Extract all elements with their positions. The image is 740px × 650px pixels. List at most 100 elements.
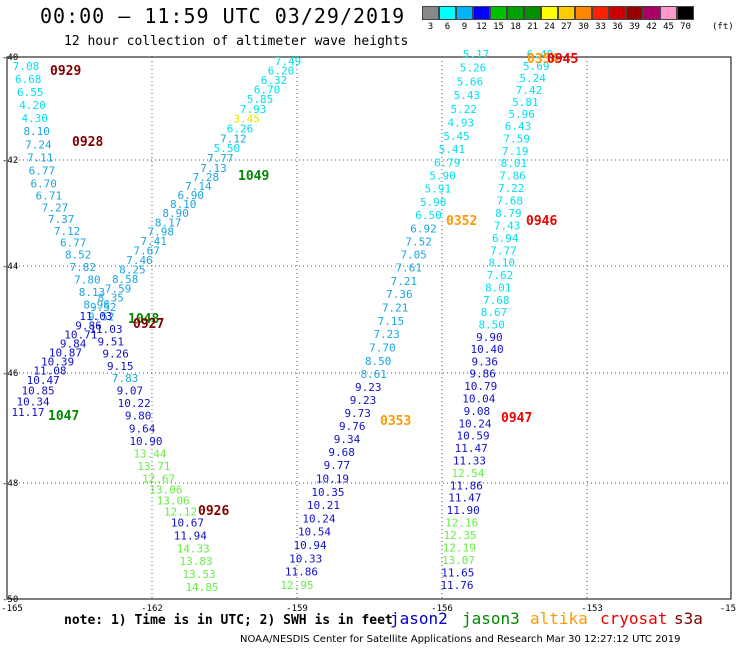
credit-line: NOAA/NESDIS Center for Satellite Applica… [240,634,681,645]
wave-height-value: 7.52 [405,235,432,248]
legend-label: 15 [493,22,504,32]
wave-height-value: 6.32 [261,74,288,87]
satellite-cryosat: cryosat [600,609,668,628]
wave-height-value: 7.14 [185,180,212,193]
wave-height-value: 8.35 [97,292,124,305]
wave-height-value: 7.68 [483,294,510,307]
lon-tick-label: -15 [720,604,736,614]
wave-height-value: 7.36 [386,288,413,301]
wave-height-value: 6.90 [178,189,205,202]
wave-height-value: 7.59 [105,282,132,295]
wave-height-value: 4.20 [19,99,46,112]
wave-height-value: 6.70 [30,178,57,191]
wave-height-value: 7.41 [140,235,167,248]
wave-height-value: 7.19 [502,145,529,158]
legend-label: 9 [461,22,468,32]
wave-height-value: 7.67 [133,245,160,258]
wave-height-value: 11.08 [33,364,66,377]
wave-height-value: 7.43 [494,220,521,233]
wave-height-value: 8.01 [501,157,528,170]
legend-label: 30 [578,22,589,32]
wave-height-value: 11.86 [450,479,483,492]
wave-height-value: 6.94 [492,232,519,245]
wave-height-value: 9.64 [129,422,156,435]
legend-swatch [626,6,643,20]
wave-height-value: 8.10 [489,257,516,270]
wave-height-value: 9.23 [350,394,377,407]
wave-height-value: 12.16 [445,517,478,530]
wave-height-value: 11.94 [174,530,207,543]
legend-swatch [422,6,439,20]
wave-height-value: 13.71 [137,460,170,473]
wave-height-value: 12.12 [164,505,197,518]
wave-height-value: 8.10 [170,198,197,211]
wave-height-value: 10.34 [17,395,50,408]
wave-height-value: 9.52 [90,301,117,314]
legend-swatch [524,6,541,20]
legend-swatch [541,6,558,20]
wave-height-value: 5.17 [463,48,490,61]
wave-height-value: 8.98 [83,298,110,311]
wave-height-value: 10.33 [289,552,322,565]
wave-height-value: 6.20 [268,65,295,78]
wave-height-value: 10.39 [41,355,74,368]
wave-height-value: 6.55 [17,86,44,99]
wave-height-value: 13.83 [180,555,213,568]
wave-height-value: 11.03 [79,310,112,323]
wave-height-value: 10.79 [464,380,497,393]
wave-height-value: 7.21 [382,302,409,315]
wave-height-value: 6.26 [227,123,254,136]
lon-tick-label: -156 [431,604,453,614]
wave-height-value: 5.90 [429,170,456,183]
wave-height-value: 5.91 [425,183,452,196]
pass-time-1048: 1048 [128,312,159,327]
track-middle: 5.175.265.665.435.224.935.455.416.795.90… [280,48,489,592]
wave-height-value: 9.76 [339,420,366,433]
legend-label: 42 [646,22,657,32]
wave-height-value: 7.59 [503,132,530,145]
legend-label: 3 [427,22,434,32]
wave-height-value: 7.68 [497,195,524,208]
pass-time-0353: 0353 [380,414,411,429]
legend-swatch [592,6,609,20]
wave-height-value: 11.90 [447,504,480,517]
pass-time-1047: 1047 [48,409,79,424]
wave-height-value: 7.82 [70,261,97,274]
wave-height-value: 7.37 [48,213,75,226]
wave-height-value: 7.70 [369,342,396,355]
wave-height-value: 13.06 [157,494,190,507]
wave-height-value: 7.93 [240,103,267,116]
wave-height-value: 8.13 [79,286,106,299]
wave-height-value: 10.85 [22,385,55,398]
wave-height-value: 10.59 [457,430,490,443]
legend-swatch [660,6,677,20]
wave-height-value: 13.44 [133,448,166,461]
wave-height-value: 9.51 [98,335,125,348]
wave-height-value: 13.07 [442,554,475,567]
wave-height-value: 10.35 [311,486,344,499]
wave-height-value: 9.77 [324,459,351,472]
wave-height-value: 4.30 [21,112,48,125]
wave-height-value: 6.79 [434,156,461,169]
wave-height-value: 8.17 [155,216,182,229]
legend-label: 6 [444,22,451,32]
wave-height-value: 6.77 [60,237,87,250]
wave-height-value: 7.83 [112,372,139,385]
wave-height-value: 14.85 [185,581,218,594]
legend-label: 70 [680,22,691,32]
wave-height-value: 14.33 [177,542,210,555]
legend-label: 33 [595,22,606,32]
track-left-ascending: 7.496.206.326.705.857.933.456.267.125.50… [11,55,301,419]
wave-height-value: 5.81 [512,96,539,109]
wave-height-value: 5.22 [451,103,478,116]
lat-tick-label: -42 [2,156,18,166]
legend-swatch [643,6,660,20]
chart-title: 00:00 – 11:59 UTC 03/29/2019 [40,4,406,28]
wave-height-marks: 7.086.686.554.204.308.107.247.116.776.70… [11,48,553,594]
lat-tick-label: -48 [2,479,18,489]
lon-tick-label: -162 [141,604,163,614]
lat-tick-label: -44 [2,262,18,272]
wave-height-value: 10.47 [27,374,60,387]
lon-tick-label: -159 [286,604,308,614]
satellite-s3a: s3a [674,609,703,628]
